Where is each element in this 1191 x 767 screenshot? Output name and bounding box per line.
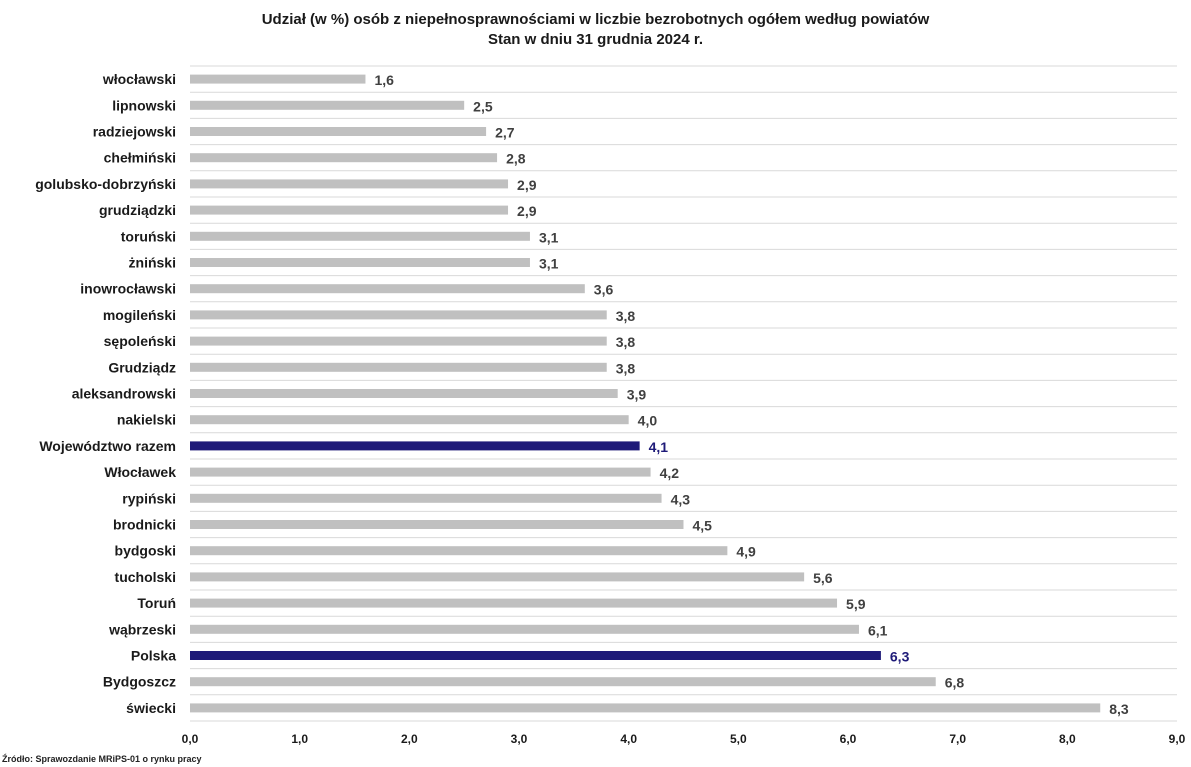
data-label: 2,9 xyxy=(517,203,537,219)
x-tick-label: 7,0 xyxy=(949,732,966,746)
bar xyxy=(190,441,640,451)
category-label: brodnicki xyxy=(113,517,176,533)
data-label: 3,8 xyxy=(616,334,636,350)
bar xyxy=(190,389,618,398)
data-label: 4,1 xyxy=(649,439,669,455)
x-tick-label: 2,0 xyxy=(401,732,418,746)
data-label: 3,8 xyxy=(616,360,636,376)
x-tick-label: 6,0 xyxy=(840,732,857,746)
category-label: Włocławek xyxy=(104,464,176,480)
bar xyxy=(190,336,607,346)
category-label: nakielski xyxy=(117,412,176,428)
data-label: 2,7 xyxy=(495,125,515,141)
data-label: 3,1 xyxy=(539,229,559,245)
category-label: Grudziądz xyxy=(108,359,176,375)
x-tick-label: 4,0 xyxy=(620,732,637,746)
x-tick-label: 9,0 xyxy=(1169,732,1186,746)
bar xyxy=(190,74,366,84)
data-label: 1,6 xyxy=(374,72,394,88)
category-label: włocławski xyxy=(102,71,176,87)
bar xyxy=(190,310,607,320)
x-tick-label: 0,0 xyxy=(182,732,199,746)
category-label: grudziądzki xyxy=(99,202,176,218)
bar xyxy=(190,362,607,372)
bar xyxy=(190,520,684,529)
source-note: Źródło: Sprawozdanie MRiPS-01 o rynku pr… xyxy=(2,754,202,764)
data-label: 3,6 xyxy=(594,282,614,298)
bar xyxy=(190,624,859,634)
category-label: żniński xyxy=(129,255,176,271)
bar xyxy=(190,284,585,294)
data-label: 2,5 xyxy=(473,98,493,114)
bar xyxy=(190,153,498,163)
x-tick-label: 3,0 xyxy=(511,732,528,746)
bar xyxy=(190,677,936,687)
bar xyxy=(190,546,728,556)
data-label: 4,2 xyxy=(660,465,680,481)
category-label: Województwo razem xyxy=(39,438,176,454)
bar xyxy=(190,467,651,477)
category-label: rypiński xyxy=(122,490,176,506)
chart-subtitle: Stan w dniu 31 grudnia 2024 r. xyxy=(487,31,704,48)
data-label: 6,8 xyxy=(945,675,965,691)
bar xyxy=(190,127,487,136)
x-tick-label: 8,0 xyxy=(1059,732,1076,746)
data-label: 2,8 xyxy=(506,151,526,167)
bar xyxy=(190,572,805,582)
bar xyxy=(190,231,530,241)
category-label: wąbrzeski xyxy=(108,621,176,637)
data-label: 4,3 xyxy=(671,491,691,507)
data-label: 4,0 xyxy=(638,413,658,429)
x-tick-label: 1,0 xyxy=(291,732,308,746)
data-label: 6,3 xyxy=(890,649,910,665)
bar xyxy=(190,493,662,503)
category-label: tucholski xyxy=(115,569,176,585)
category-label: radziejowski xyxy=(93,124,176,140)
category-label: lipnowski xyxy=(112,97,176,113)
category-label: golubsko-dobrzyński xyxy=(35,176,176,192)
data-label: 2,9 xyxy=(517,177,537,193)
category-label: aleksandrowski xyxy=(72,386,176,402)
data-label: 6,1 xyxy=(868,622,888,638)
bar xyxy=(190,598,838,608)
data-label: 5,9 xyxy=(846,596,866,612)
data-label: 4,5 xyxy=(693,518,713,534)
bar xyxy=(190,205,509,215)
data-label: 3,9 xyxy=(627,387,647,403)
category-label: bydgoski xyxy=(115,543,176,559)
data-label: 4,9 xyxy=(736,544,756,560)
data-label: 3,1 xyxy=(539,256,559,272)
data-label: 5,6 xyxy=(813,570,833,586)
category-label: mogileński xyxy=(103,307,176,323)
bar xyxy=(190,415,629,425)
category-label: Toruń xyxy=(137,595,176,611)
bar xyxy=(190,258,530,267)
x-tick-label: 5,0 xyxy=(730,732,747,746)
category-label: świecki xyxy=(126,700,176,716)
data-label: 3,8 xyxy=(616,308,636,324)
category-label: inowrocławski xyxy=(80,281,176,297)
chart-title: Udział (w %) osób z niepełnosprawnościam… xyxy=(261,11,930,28)
category-label: chełmiński xyxy=(104,150,176,166)
category-label: Bydgoszcz xyxy=(103,674,176,690)
bar xyxy=(190,179,509,189)
category-label: sępoleński xyxy=(104,333,176,349)
bar xyxy=(190,100,465,110)
data-label: 8,3 xyxy=(1109,701,1129,717)
bar xyxy=(190,651,881,660)
category-label: toruński xyxy=(121,228,176,244)
category-label: Polska xyxy=(131,648,176,664)
bar xyxy=(190,703,1101,713)
